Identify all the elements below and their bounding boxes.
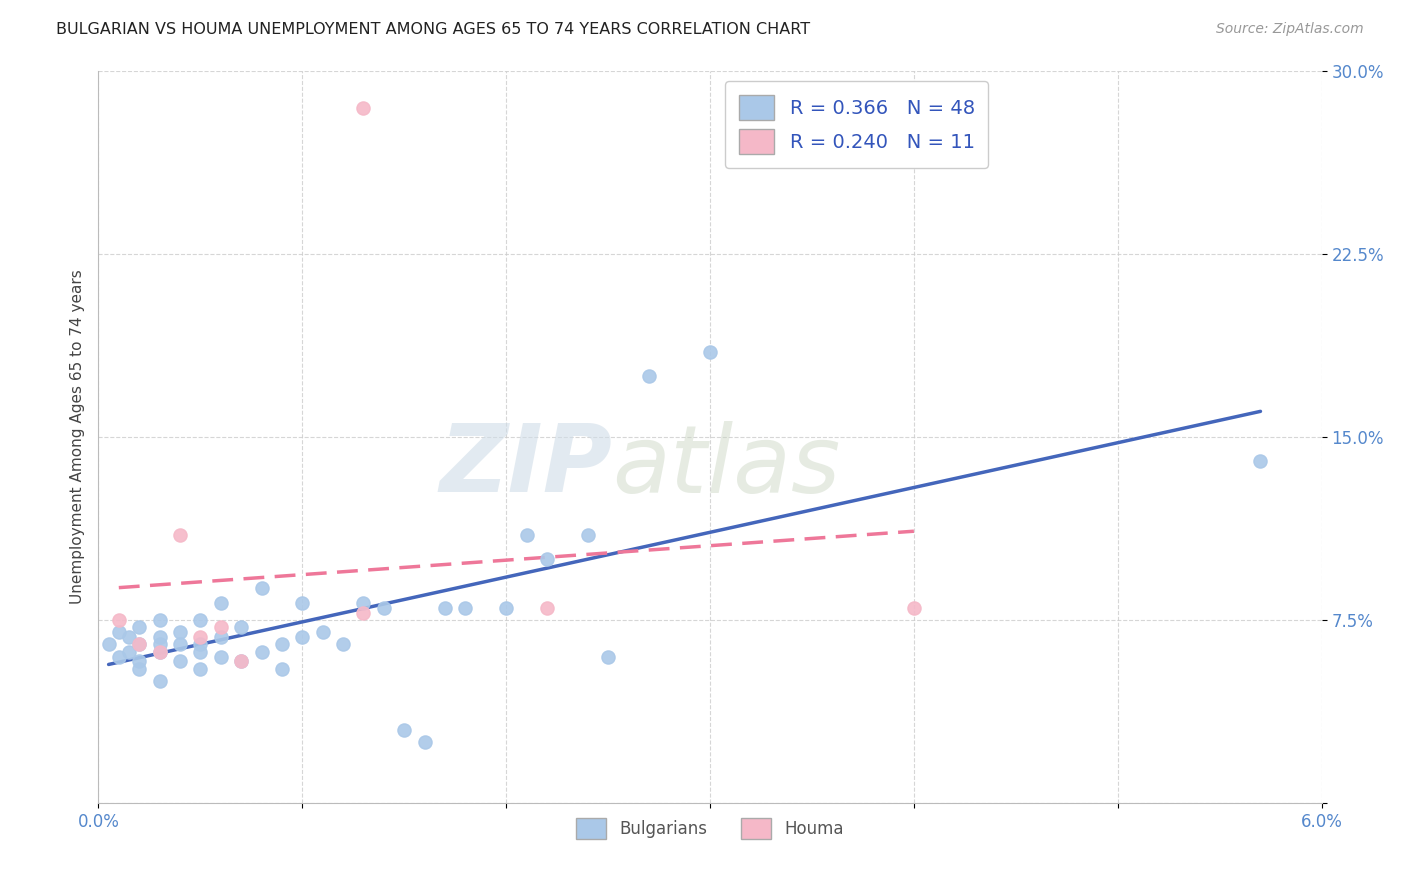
Point [128, 637, 150, 651]
Point [291, 630, 314, 644]
Point [128, 654, 150, 668]
Point [209, 630, 232, 644]
Point [188, 662, 212, 676]
Point [250, 645, 273, 659]
Point [352, 596, 374, 610]
Point [188, 637, 212, 651]
Point [209, 620, 232, 634]
Point [118, 630, 141, 644]
Point [516, 527, 538, 541]
Point [413, 735, 436, 749]
Point [270, 662, 292, 676]
Point [699, 344, 721, 359]
Point [1249, 454, 1271, 468]
Point [536, 600, 558, 615]
Point [209, 649, 232, 664]
Text: atlas: atlas [612, 421, 841, 512]
Point [291, 596, 314, 610]
Point [97, 637, 120, 651]
Point [903, 600, 925, 615]
Point [536, 552, 558, 566]
Point [637, 369, 661, 384]
Point [373, 600, 395, 615]
Point [231, 654, 253, 668]
Point [576, 527, 599, 541]
Point [270, 637, 292, 651]
Point [149, 645, 172, 659]
Text: Source: ZipAtlas.com: Source: ZipAtlas.com [1216, 22, 1364, 37]
Point [188, 645, 212, 659]
Point [332, 637, 354, 651]
Point [149, 645, 172, 659]
Point [169, 637, 191, 651]
Point [118, 645, 141, 659]
Point [454, 600, 477, 615]
Text: BULGARIAN VS HOUMA UNEMPLOYMENT AMONG AGES 65 TO 74 YEARS CORRELATION CHART: BULGARIAN VS HOUMA UNEMPLOYMENT AMONG AG… [56, 22, 810, 37]
Point [149, 637, 172, 651]
Point [433, 600, 456, 615]
Point [311, 625, 335, 640]
Point [392, 723, 416, 737]
Point [231, 620, 253, 634]
Point [108, 649, 131, 664]
Point [149, 630, 172, 644]
Point [352, 606, 374, 620]
Point [108, 625, 131, 640]
Point [169, 654, 191, 668]
Point [128, 637, 150, 651]
Point [209, 596, 232, 610]
Point [188, 630, 212, 644]
Point [108, 613, 131, 627]
Point [188, 613, 212, 627]
Point [128, 620, 150, 634]
Point [598, 649, 620, 664]
Point [169, 625, 191, 640]
Point [169, 527, 191, 541]
Point [149, 673, 172, 688]
Point [495, 600, 517, 615]
Point [231, 654, 253, 668]
Point [149, 613, 172, 627]
Point [128, 662, 150, 676]
Text: ZIP: ZIP [439, 420, 612, 512]
Legend: Bulgarians, Houma: Bulgarians, Houma [569, 811, 851, 846]
Y-axis label: Unemployment Among Ages 65 to 74 years: Unemployment Among Ages 65 to 74 years [69, 269, 84, 605]
Point [250, 581, 273, 595]
Point [352, 101, 374, 115]
